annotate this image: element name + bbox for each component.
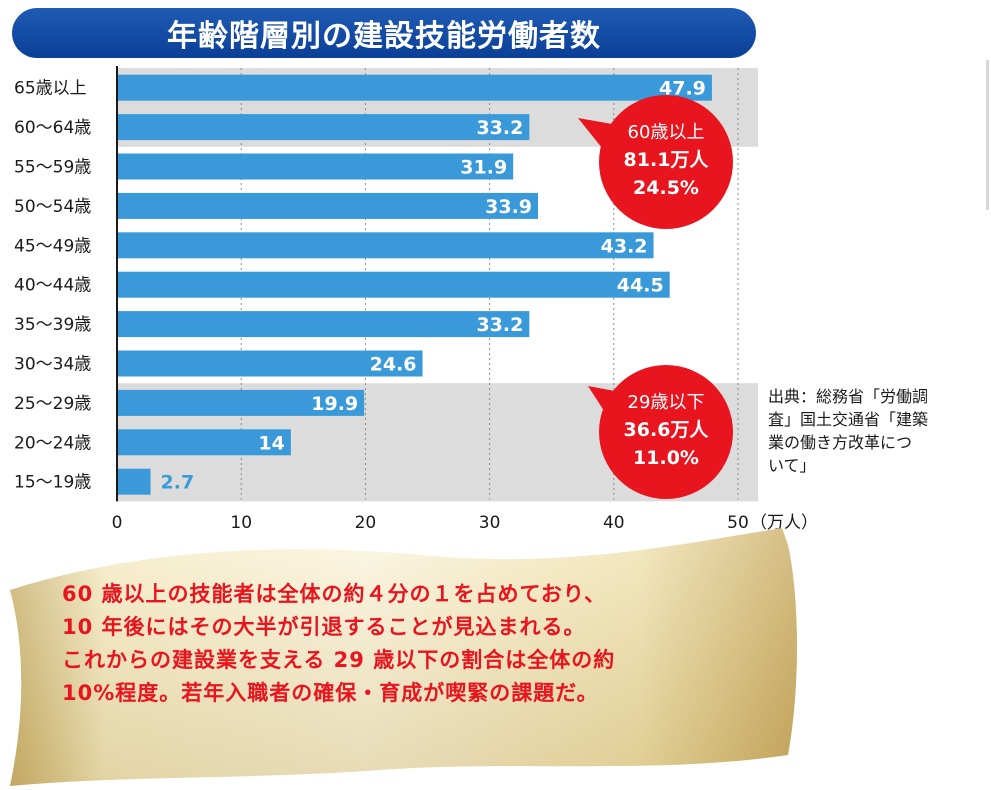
bar [117, 271, 670, 298]
x-tick-label: 50 [727, 513, 749, 533]
callout-text: 11.0% [633, 447, 699, 469]
callout-bubble [599, 365, 733, 499]
callout-text: 29歳以下 [628, 392, 705, 413]
value-label: 31.9 [460, 157, 507, 179]
caption-line: 60 歳以上の技能者は全体の約４分の１を占めており、 [62, 582, 607, 606]
category-label: 65歳以上 [14, 79, 87, 99]
category-label: 40〜44歳 [14, 276, 91, 296]
callout-text: 36.6万人 [624, 419, 710, 441]
bar [117, 153, 514, 180]
bar [117, 232, 654, 259]
bar [117, 429, 291, 456]
chart-title: 年齢階層別の建設技能労働者数 [167, 19, 601, 54]
callout-text: 81.1万人 [624, 149, 710, 171]
source-line: いて」 [768, 456, 816, 475]
x-axis-unit: （万人） [750, 513, 818, 533]
chart-title-banner: 年齢階層別の建設技能労働者数 [12, 8, 756, 58]
source-line: 査」国土交通省「建築 [768, 410, 929, 429]
caption-line: これからの建設業を支える 29 歳以下の割合は全体の約 [62, 648, 616, 672]
x-tick-label: 20 [355, 513, 377, 533]
callout-bubble [599, 95, 733, 229]
caption-line: 10%程度。若年入職者の確保・育成が喫緊の課題だ。 [62, 681, 599, 705]
bar [117, 114, 530, 141]
category-label: 25〜29歳 [14, 394, 91, 414]
bar [117, 350, 423, 377]
value-label: 24.6 [370, 354, 417, 376]
bar-chart: 65歳以上 47.9 60〜64歳 33.2 55〜59歳 31.9 50〜54歳 33.9 4… [14, 66, 818, 533]
category-label: 60〜64歳 [14, 118, 91, 138]
source-line: 出典：総務省「労働調 [768, 387, 929, 406]
bar [117, 389, 365, 416]
category-label: 50〜54歳 [14, 197, 91, 217]
value-label: 33.9 [485, 196, 532, 218]
bar [117, 311, 530, 338]
edge-divider [986, 60, 989, 210]
category-label: 15〜19歳 [14, 473, 91, 493]
category-label: 20〜24歳 [14, 433, 91, 453]
bar [117, 192, 539, 219]
bar [117, 74, 712, 101]
value-label: 2.7 [161, 472, 195, 494]
source-note: 出典：総務省「労働調 査」国土交通省「建築 業の働き方改革につ いて」 [768, 385, 968, 477]
x-tick-label: 40 [603, 513, 625, 533]
category-label: 55〜59歳 [14, 158, 91, 178]
value-label: 47.9 [659, 78, 706, 100]
x-tick-label: 0 [112, 513, 123, 533]
value-label: 33.2 [476, 117, 523, 139]
value-label: 43.2 [601, 235, 648, 257]
category-label: 30〜34歳 [14, 355, 91, 375]
bar [117, 468, 151, 495]
callout-text: 60歳以上 [628, 122, 705, 143]
category-label: 45〜49歳 [14, 236, 91, 256]
caption-line: 10 年後にはその大半が引退することが見込まれる。 [62, 615, 586, 639]
caption-text: 60 歳以上の技能者は全体の約４分の１を占めており、 10 年後にはその大半が引… [62, 578, 822, 710]
source-line: 業の働き方改革につ [768, 433, 913, 452]
value-label: 19.9 [311, 393, 358, 415]
x-tick-label: 10 [230, 513, 252, 533]
value-label: 14 [258, 432, 284, 454]
value-label: 44.5 [617, 275, 664, 297]
value-label: 33.2 [476, 314, 523, 336]
x-tick-label: 30 [479, 513, 501, 533]
category-label: 35〜39歳 [14, 315, 91, 335]
callout-text: 24.5% [633, 177, 699, 199]
